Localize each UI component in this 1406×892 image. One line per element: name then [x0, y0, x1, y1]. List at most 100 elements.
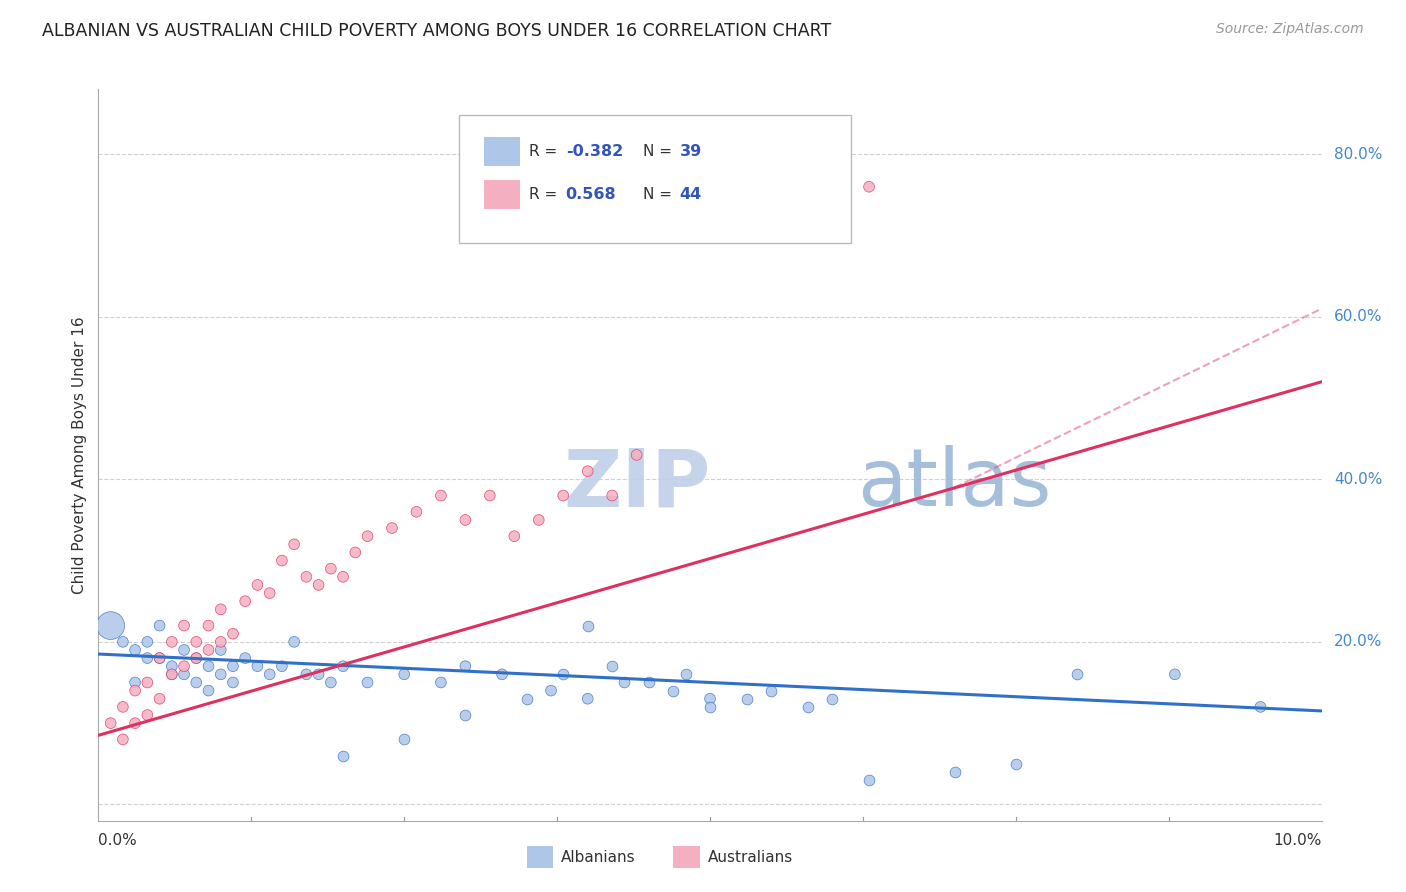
Point	[149, 651, 172, 665]
Point	[295, 667, 318, 681]
Point	[186, 635, 208, 649]
Point	[136, 651, 159, 665]
Point	[600, 489, 623, 503]
Point	[356, 529, 378, 543]
Text: Albanians: Albanians	[561, 850, 636, 864]
Point	[454, 513, 477, 527]
Point	[576, 691, 599, 706]
Point	[332, 659, 354, 673]
Point	[797, 699, 820, 714]
Point	[576, 464, 599, 478]
Bar	[484, 136, 520, 166]
Point	[613, 675, 636, 690]
Point	[430, 489, 453, 503]
Text: 39: 39	[679, 144, 702, 159]
Text: N =: N =	[643, 187, 676, 202]
Point	[100, 618, 122, 632]
Point	[124, 716, 146, 731]
Point	[332, 570, 354, 584]
Point	[259, 586, 281, 600]
Point	[576, 618, 599, 632]
Point	[222, 675, 245, 690]
Point	[491, 667, 513, 681]
Text: 44: 44	[679, 187, 702, 202]
Point	[454, 659, 477, 673]
Text: 20.0%: 20.0%	[1334, 634, 1382, 649]
Point	[295, 570, 318, 584]
Point	[173, 643, 195, 657]
Point	[270, 553, 292, 567]
Point	[186, 651, 208, 665]
Text: Australians: Australians	[707, 850, 793, 864]
Text: N =: N =	[643, 144, 676, 159]
Point	[319, 675, 342, 690]
Point	[173, 659, 195, 673]
Point	[1164, 667, 1187, 681]
Point	[430, 675, 453, 690]
Point	[699, 699, 721, 714]
Point	[454, 708, 477, 723]
Point	[124, 683, 146, 698]
Point	[381, 521, 404, 535]
Point	[748, 212, 770, 227]
Point	[160, 635, 183, 649]
Point	[136, 708, 159, 723]
Point	[186, 675, 208, 690]
Point	[392, 732, 416, 747]
Point	[759, 683, 782, 698]
Point	[222, 659, 245, 673]
Bar	[526, 847, 554, 868]
Point	[503, 529, 526, 543]
FancyBboxPatch shape	[460, 115, 851, 243]
Point	[246, 659, 269, 673]
Point	[149, 691, 172, 706]
Point	[392, 667, 416, 681]
Point	[124, 675, 146, 690]
Point	[209, 602, 232, 616]
Point	[186, 651, 208, 665]
Point	[553, 489, 575, 503]
Point	[675, 667, 697, 681]
Text: 60.0%: 60.0%	[1334, 310, 1382, 325]
Point	[111, 732, 134, 747]
Point	[124, 643, 146, 657]
Point	[405, 505, 427, 519]
Point	[197, 683, 219, 698]
Point	[356, 675, 378, 690]
Text: 10.0%: 10.0%	[1274, 833, 1322, 847]
Point	[111, 699, 134, 714]
Point	[478, 489, 501, 503]
Point	[149, 618, 172, 632]
Point	[308, 578, 330, 592]
Text: 0.568: 0.568	[565, 187, 616, 202]
Point	[662, 683, 685, 698]
Text: R =: R =	[529, 187, 567, 202]
Point	[149, 651, 172, 665]
Y-axis label: Child Poverty Among Boys Under 16: Child Poverty Among Boys Under 16	[72, 316, 87, 594]
Point	[173, 667, 195, 681]
Point	[283, 537, 305, 551]
Point	[209, 643, 232, 657]
Point	[344, 545, 367, 559]
Point	[233, 594, 256, 608]
Text: -0.382: -0.382	[565, 144, 623, 159]
Point	[319, 562, 342, 576]
Point	[1004, 756, 1026, 771]
Point	[553, 667, 575, 681]
Point	[858, 179, 880, 194]
Point	[136, 635, 159, 649]
Point	[197, 643, 219, 657]
Point	[308, 667, 330, 681]
Point	[699, 691, 721, 706]
Point	[943, 764, 966, 779]
Point	[735, 691, 758, 706]
Point	[626, 448, 648, 462]
Text: 40.0%: 40.0%	[1334, 472, 1382, 487]
Point	[233, 651, 256, 665]
Point	[1249, 699, 1271, 714]
Text: 80.0%: 80.0%	[1334, 146, 1382, 161]
Point	[270, 659, 292, 673]
Point	[637, 675, 661, 690]
Point	[136, 675, 159, 690]
Point	[600, 659, 623, 673]
